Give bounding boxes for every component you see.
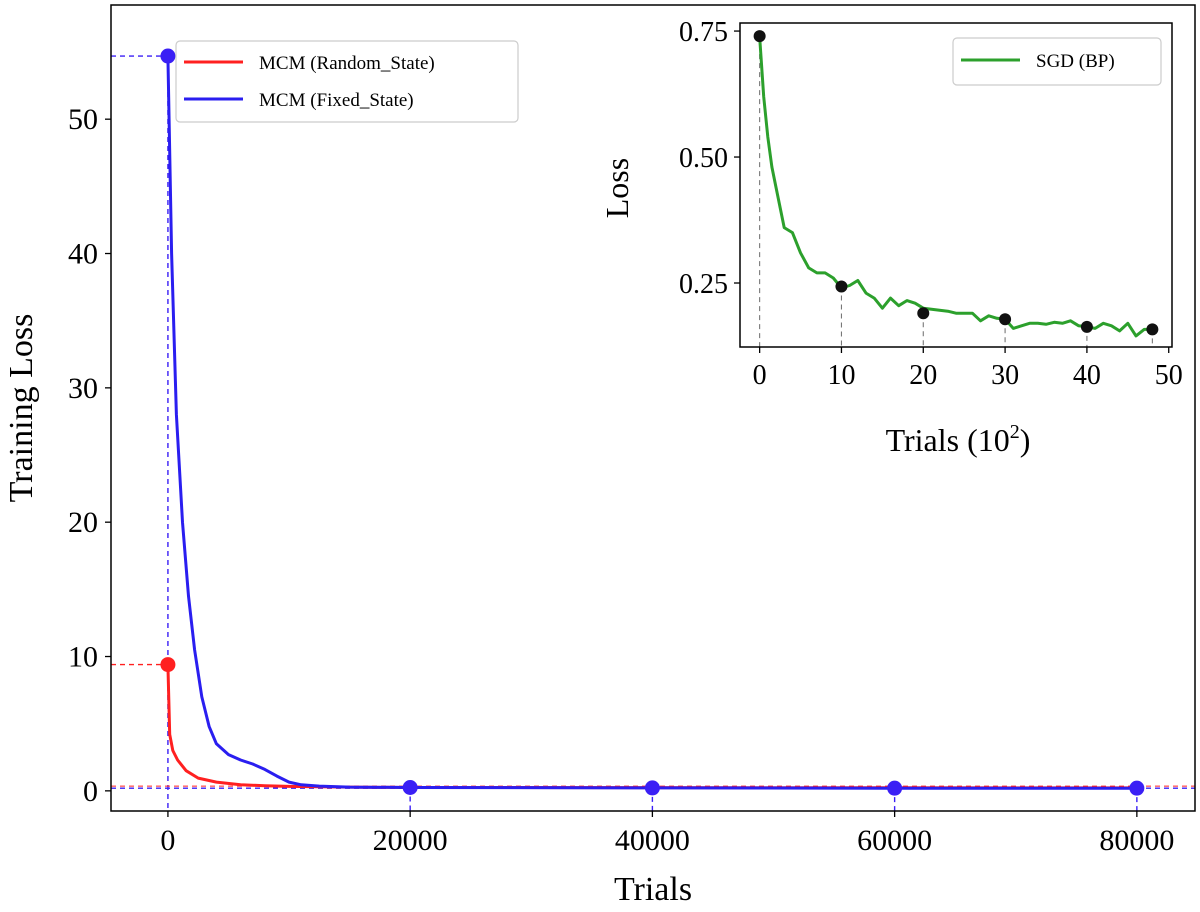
legend-label: MCM (Random_State) — [259, 53, 435, 74]
inset-data-point-marker — [753, 30, 766, 43]
y-tick-label: 10 — [68, 641, 98, 674]
inset-x-axis-title-close: ) — [1020, 422, 1031, 458]
x-tick-label: 60000 — [857, 824, 932, 857]
y-axis-title: Training Loss — [3, 314, 40, 503]
inset-y-axis-title: Loss — [599, 158, 635, 218]
inset-data-point-marker — [1146, 323, 1159, 336]
inset-y-tick-label: 0.25 — [679, 269, 728, 300]
inset-y-tick-label: 0.50 — [679, 143, 728, 174]
x-axis-title: Trials — [614, 871, 692, 907]
inset-x-tick-label: 50 — [1155, 360, 1183, 391]
inset-y-tick-label: 0.75 — [679, 17, 728, 48]
inset-x-axis-title-main: Trials (10 — [886, 422, 1010, 458]
main-chart: 0 20000 40000 60000 8000001020304050TrialsTr… — [3, 4, 1196, 908]
x-tick-label: 0 — [160, 824, 175, 857]
data-point-marker — [402, 779, 418, 795]
inset-plot-frame — [739, 22, 1173, 348]
y-tick-label: 30 — [68, 372, 98, 405]
legend-label: MCM (Fixed_State) — [259, 90, 414, 111]
series-line-1 — [166, 55, 1137, 790]
inset-x-tick-label: 40 — [1073, 360, 1101, 391]
data-point-marker — [644, 780, 660, 796]
x-tick-label: 80000 — [1099, 824, 1174, 857]
inset-x-axis-title: Trials (102) — [886, 421, 1031, 458]
x-tick-label: 40000 — [615, 824, 690, 857]
inset-legend-box — [952, 37, 1162, 86]
inset-data-point-marker — [917, 307, 930, 320]
x-tick-label: 20000 — [373, 824, 448, 857]
y-tick-label: 50 — [68, 103, 98, 136]
y-tick-label: 0 — [83, 775, 98, 808]
y-tick-label: 20 — [68, 506, 98, 539]
inset-x-tick-label: 30 — [991, 360, 1019, 391]
inset-data-point-marker — [1080, 320, 1093, 333]
inset-x-tick-label: 20 — [909, 360, 937, 391]
series-line-0 — [166, 664, 1137, 790]
main-legend: MCM (Random_State) MCM (Fixed_State) — [175, 40, 519, 123]
legend-box — [175, 40, 519, 123]
inset-data-point-marker — [835, 280, 848, 293]
inset-legend: SGD (BP) — [952, 37, 1162, 86]
inset-legend-label: SGD (BP) — [1036, 51, 1115, 72]
inset-x-tick-label: 10 — [827, 360, 855, 391]
y-tick-label: 40 — [68, 238, 98, 271]
inset-x-tick-label: 0 — [753, 360, 767, 391]
data-point-marker — [1129, 780, 1145, 796]
data-point-marker — [160, 657, 176, 673]
data-point-marker — [160, 48, 176, 64]
inset-chart: 0 10 20 30 40 50 0.25 0.50 0.75 Trials (102) Loss S… — [599, 17, 1183, 458]
data-point-marker — [887, 780, 903, 796]
inset-data-point-marker — [999, 313, 1012, 326]
inset-x-axis-title-superscript: 2 — [1010, 421, 1020, 443]
